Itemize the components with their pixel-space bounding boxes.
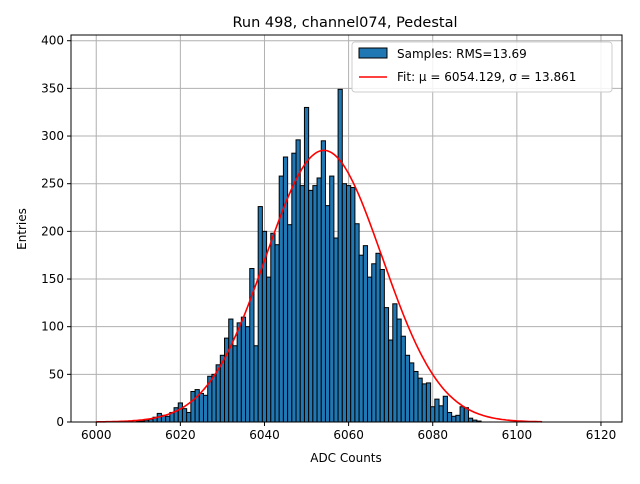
histogram-bar [371, 263, 377, 423]
histogram-bar [266, 276, 272, 423]
histogram-bar [438, 405, 444, 423]
legend-label-samples: Samples: RMS=13.69 [397, 47, 527, 61]
histogram-bar [341, 183, 347, 423]
histogram-bar [362, 245, 369, 423]
histogram-bar [282, 156, 289, 423]
histogram-bar [459, 406, 465, 423]
histogram-bar [329, 175, 335, 423]
legend-box [351, 41, 613, 93]
histogram-bar [181, 408, 188, 423]
fit-curve [96, 149, 543, 423]
axis-ticks: 6000 6020 6040 6060 6080 6100 6120 0 50 100 150 200… [41, 34, 616, 442]
histogram-bar [421, 383, 427, 423]
x-tick-label: 6120 [586, 428, 617, 442]
histogram-bar [257, 206, 263, 423]
histogram-bar [451, 415, 457, 423]
legend-swatch-samples [358, 47, 388, 59]
legend: Samples: RMS=13.69 Fit: μ = 6054.129, σ … [351, 41, 613, 93]
histogram-bar [270, 232, 276, 423]
histogram-bar [354, 223, 360, 423]
histogram-bar [388, 339, 394, 423]
legend-label-fit: Fit: μ = 6054.129, σ = 13.861 [397, 70, 576, 84]
y-tick-label: 400 [41, 34, 64, 48]
histogram-bar [202, 394, 209, 423]
histogram-bar [316, 177, 322, 423]
histogram-bar [299, 185, 305, 423]
histogram-bar [413, 370, 419, 423]
histogram-bar [253, 345, 259, 423]
x-tick-label: 6020 [165, 428, 196, 442]
x-tick-label: 6040 [249, 428, 280, 442]
histogram-bar [396, 318, 402, 423]
histogram-bar [404, 354, 411, 423]
histogram-bar [291, 152, 297, 423]
histogram-bar [417, 377, 423, 423]
histogram-bar [312, 185, 318, 423]
plot-frame [70, 34, 623, 423]
histogram-bar [274, 244, 280, 423]
histogram-bar [190, 390, 196, 423]
y-tick-label: 100 [41, 320, 64, 334]
histogram-bar [236, 322, 242, 423]
y-tick-label: 0 [56, 415, 64, 429]
histogram-bar [350, 187, 356, 423]
histogram-bar [333, 237, 339, 423]
histogram-bar [287, 224, 293, 423]
histogram-bar [467, 417, 474, 423]
histogram-bar [295, 139, 301, 423]
histogram-bar [442, 395, 448, 423]
histogram-bar [346, 185, 352, 423]
histogram-bar [211, 373, 217, 423]
x-tick-label: 6000 [81, 428, 112, 442]
x-tick-label: 6060 [333, 428, 364, 442]
y-axis-label: Entries [15, 208, 29, 250]
histogram-bar [358, 254, 364, 423]
histogram-bar [425, 382, 432, 423]
histogram-bar [430, 406, 436, 423]
histogram-bars [135, 88, 482, 423]
histogram-bar [392, 303, 398, 423]
histogram-bar [320, 140, 326, 423]
histogram-bar [324, 205, 331, 423]
histogram-bar [400, 335, 406, 423]
y-tick-label: 350 [41, 81, 64, 95]
histogram-bar [367, 276, 373, 423]
histogram-bar [455, 414, 461, 423]
x-tick-label: 6100 [502, 428, 533, 442]
histogram-bar [303, 106, 310, 423]
histogram-bar [375, 252, 381, 423]
histogram-bar [308, 189, 314, 423]
y-tick-label: 200 [41, 224, 64, 238]
y-tick-label: 150 [41, 272, 64, 286]
histogram-bar [198, 392, 204, 423]
y-tick-label: 250 [41, 177, 64, 191]
histogram-bar [337, 88, 343, 423]
histogram-bar [379, 268, 385, 423]
histogram-bar [232, 345, 238, 423]
histogram-bar [240, 316, 247, 423]
histogram-bar [434, 398, 440, 423]
y-tick-label: 50 [49, 367, 64, 381]
histogram-bar [446, 411, 453, 423]
x-axis-label: ADC Counts [310, 451, 382, 465]
histogram-bar [186, 411, 192, 423]
histogram-bar [228, 318, 234, 423]
chart-title: Run 498, channel074, Pedestal [232, 15, 457, 31]
histogram-bar [215, 364, 221, 423]
histogram-bar [165, 415, 171, 423]
histogram-bar [245, 326, 251, 423]
histogram-bar [177, 402, 183, 423]
y-tick-label: 300 [41, 129, 64, 143]
x-tick-label: 6080 [417, 428, 448, 442]
histogram-bar [409, 362, 415, 423]
histogram-bar [383, 307, 390, 423]
